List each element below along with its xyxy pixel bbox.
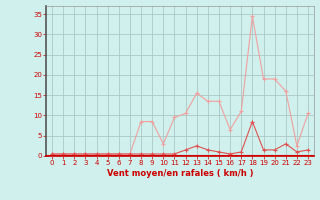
X-axis label: Vent moyen/en rafales ( km/h ): Vent moyen/en rafales ( km/h ) [107, 169, 253, 178]
